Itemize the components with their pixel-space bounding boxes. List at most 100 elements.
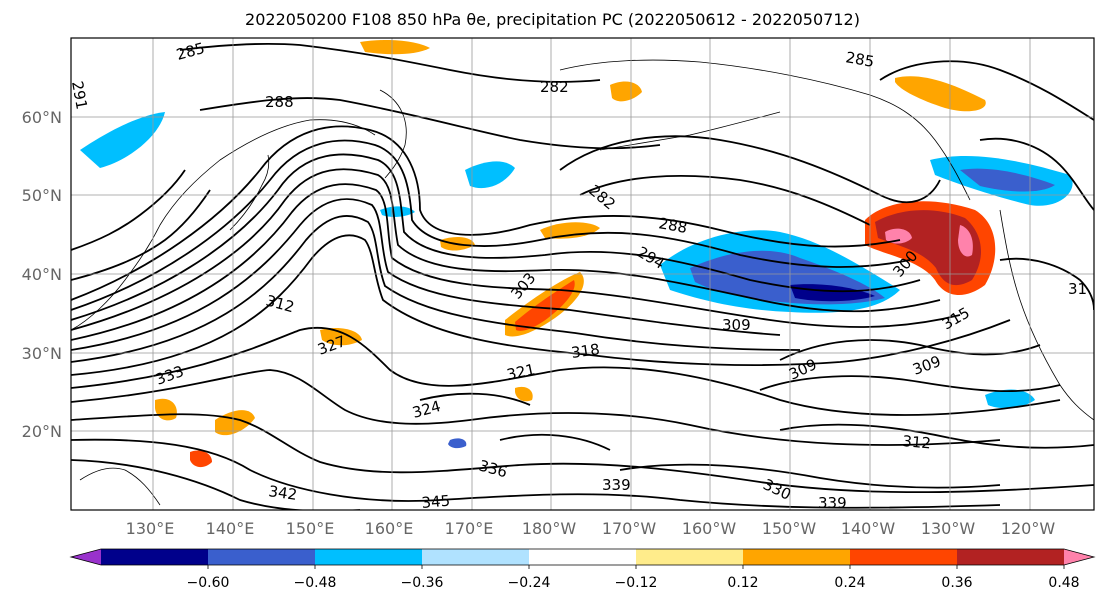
shade-pos-stream-core: [515, 280, 575, 331]
lat-tick-label: 60°N: [22, 108, 62, 127]
coastline-japan: [229, 154, 270, 231]
contour-line: [71, 215, 801, 363]
figure-title: 2022050200 F108 850 hPa θe, precipitatio…: [245, 10, 860, 29]
shade-pos-w1: [320, 328, 362, 346]
contour-line: [71, 183, 961, 341]
colorbar-extend-high: [1064, 549, 1094, 565]
lon-tick-labels: 130°E 140°E 150°E 160°E 170°E 180°W 170°…: [126, 519, 1056, 538]
contour-line: [71, 459, 360, 510]
colorbar: −0.60 −0.48 −0.36 −0.24 −0.12 0.12 0.24 0.36 0.4…: [69, 548, 1096, 591]
contour-line: [71, 234, 1011, 376]
contour-line: [71, 169, 186, 251]
contour-line: [759, 375, 1061, 393]
shade-pos-pnw-core: [875, 210, 982, 286]
contour-label: 309: [722, 316, 751, 334]
contour-label: 339: [818, 494, 847, 512]
lat-tick-labels: 60°N 50°N 40°N 30°N 20°N: [22, 108, 62, 441]
colorbar-segment: [315, 549, 423, 565]
contour-line: [71, 369, 1001, 446]
colorbar-segment: [743, 549, 851, 565]
colorbar-tick-label: −0.48: [294, 575, 337, 591]
colorbar-tick-label: 0.24: [834, 575, 865, 591]
contour-line: [179, 42, 601, 83]
contour-label: 321: [505, 360, 537, 384]
contour-line: [71, 153, 921, 321]
colorbar-tick-label: −0.36: [401, 575, 444, 591]
colorbar-segment: [850, 549, 958, 565]
contour-label: 342: [267, 482, 298, 504]
contour-label: 318: [570, 340, 601, 362]
lon-tick-label: 170°W: [602, 519, 657, 538]
contour-line: [71, 438, 1001, 509]
colorbar-tick-label: −0.24: [508, 575, 551, 591]
shade-neg-mid: [380, 206, 415, 217]
contour-line: [71, 189, 211, 281]
contour-label: 288: [657, 214, 688, 237]
map-frame: [70, 37, 1095, 511]
shade-pos-alaska2: [610, 81, 642, 102]
lat-tick-label: 50°N: [22, 186, 62, 205]
contour-line: [499, 433, 611, 451]
contour-label: 339: [602, 476, 631, 494]
shade-neg-nw: [80, 112, 165, 168]
lon-tick-label: 130°W: [921, 519, 976, 538]
contour-line: [71, 326, 1061, 416]
contour-label: 288: [265, 93, 294, 111]
contour-label: 345: [421, 492, 451, 512]
lon-tick-label: 180°W: [522, 519, 577, 538]
contour-line: [979, 137, 1094, 211]
colorbar-tick-label: −0.60: [187, 575, 230, 591]
coastline-aleutians: [599, 111, 781, 151]
contour-line: [879, 60, 1094, 121]
contour-line: [779, 339, 1041, 361]
lon-tick-label: 170°E: [445, 519, 494, 538]
colorbar-segment: [957, 549, 1065, 565]
colorbar-tick-label: 0.36: [941, 575, 972, 591]
colorbar-segment: [208, 549, 316, 565]
colorbar-tick-label: 0.48: [1048, 575, 1079, 591]
lon-tick-label: 120°W: [1001, 519, 1056, 538]
graticule: [71, 38, 1094, 510]
shade-pos-w5: [515, 386, 533, 402]
contour-label: 282: [540, 78, 569, 96]
colorbar-segment: [101, 549, 209, 565]
shade-neg-deep: [790, 284, 875, 302]
colorbar-tick-label: 0.12: [727, 575, 758, 591]
contour-line: [579, 175, 871, 226]
colorbar-segment: [636, 549, 744, 565]
shade-pos-stream2: [540, 222, 600, 239]
shade-neg-se: [985, 389, 1035, 409]
lon-tick-label: 140°W: [841, 519, 896, 538]
lat-tick-label: 40°N: [22, 265, 62, 284]
contour-line: [71, 168, 941, 331]
shade-pos-alaska: [895, 76, 986, 112]
lon-tick-label: 140°E: [206, 519, 255, 538]
contour-line: [199, 97, 661, 150]
contour-label: 291: [68, 80, 91, 111]
shade-pos-w4: [190, 450, 212, 468]
contour-line: [71, 413, 1094, 494]
coastline-na-west: [999, 209, 1094, 421]
contour-labels: 285 282 285 288 282 291 288 294 300 309 …: [68, 39, 1087, 512]
lon-tick-label: 160°E: [365, 519, 414, 538]
shade-pos-pnw-pink: [885, 228, 912, 244]
colorbar-tick-label: −0.12: [615, 575, 658, 591]
contour-line: [71, 125, 901, 301]
shade-neg-gulf-core: [960, 168, 1055, 192]
contour-line: [559, 135, 941, 204]
lat-tick-label: 30°N: [22, 344, 62, 363]
contour-label: 31: [1068, 280, 1087, 298]
coastline-alaska: [559, 59, 971, 201]
colorbar-extend-low: [71, 549, 101, 565]
shade-neg-bering: [465, 161, 515, 189]
lon-tick-label: 150°E: [286, 519, 335, 538]
colorbar-segment: [529, 549, 637, 565]
shade-pos-north: [360, 40, 430, 55]
contour-line: [999, 257, 1094, 311]
contour-line: [619, 463, 1001, 489]
shade-neg-small: [448, 438, 467, 449]
coastline-sea: [79, 467, 161, 506]
lon-tick-label: 150°W: [762, 519, 817, 538]
colorbar-outline: [69, 548, 1096, 566]
